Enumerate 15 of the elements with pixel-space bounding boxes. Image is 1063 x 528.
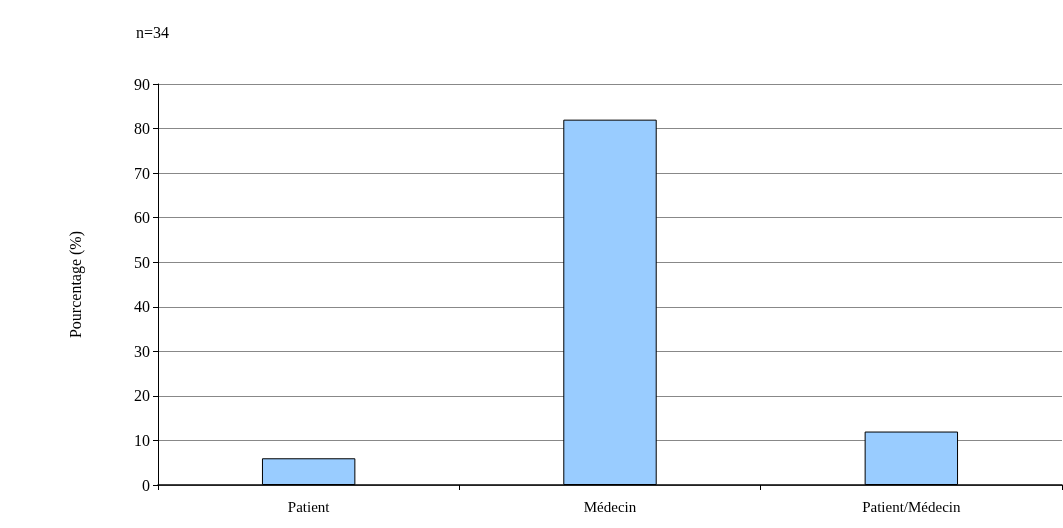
y-tick-label: 80 xyxy=(134,120,150,138)
x-tick-label: Patient/Médecin xyxy=(862,498,961,515)
y-tick-label: 60 xyxy=(134,209,150,227)
y-tick-label: 50 xyxy=(134,253,150,271)
y-tick-label: 90 xyxy=(134,75,150,93)
x-tick-label: Médecin xyxy=(583,498,637,515)
y-tick-label: 10 xyxy=(134,431,150,449)
x-tick-label: Patient xyxy=(287,498,331,515)
y-tick-label: 70 xyxy=(134,164,150,182)
y-tick-label: 20 xyxy=(134,387,150,405)
y-axis-title: Pourcentage (%) xyxy=(66,230,85,339)
y-tick-label: 30 xyxy=(134,342,150,360)
y-tick-label: 0 xyxy=(142,476,150,494)
y-tick-label: 40 xyxy=(134,298,150,316)
text: n=34 xyxy=(136,23,170,41)
